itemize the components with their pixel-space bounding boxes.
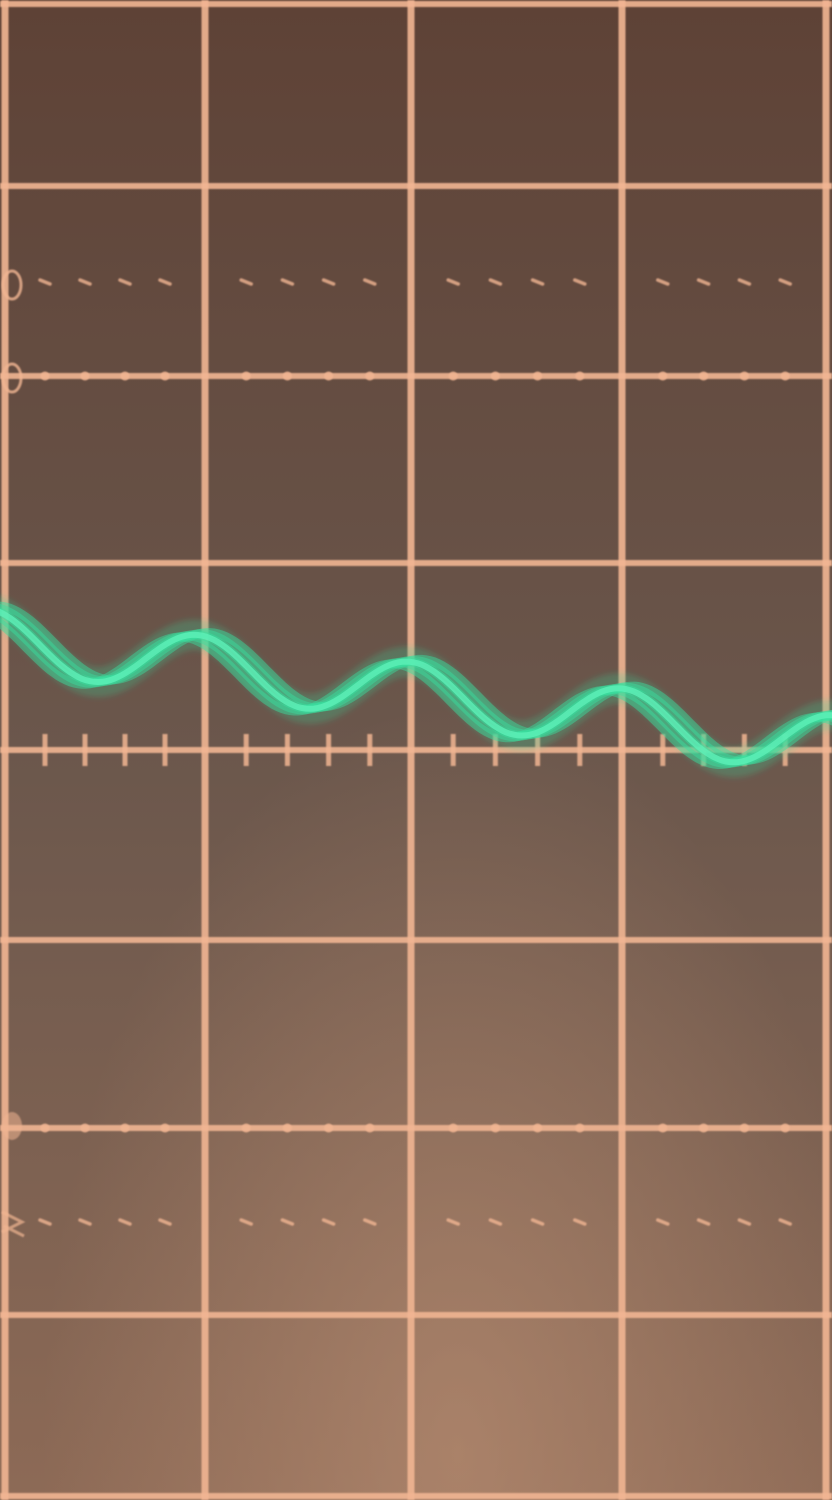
graticule-dot (658, 1123, 668, 1133)
graticule-dash (321, 278, 336, 286)
ref-marker (1, 269, 23, 301)
graticule-dash (239, 278, 253, 286)
graticule-dash (778, 1218, 792, 1226)
graticule-dot (780, 371, 790, 381)
graticule-dash (363, 278, 377, 286)
graticule-dot (365, 371, 375, 381)
graticule-dot (241, 1123, 251, 1133)
graticule-dot (658, 371, 668, 381)
graticule-dot (120, 1123, 130, 1133)
graticule-dot (490, 371, 500, 381)
graticule-dot (324, 1123, 334, 1133)
graticule-dash (530, 1218, 545, 1226)
graticule-dot (282, 1123, 292, 1133)
graticule-dot (80, 1123, 90, 1133)
graticule-dot (282, 371, 292, 381)
graticule-dash (656, 1218, 670, 1226)
graticule-dot (448, 1123, 458, 1133)
graticule-dot (365, 1123, 375, 1133)
graticule-dash (78, 278, 92, 286)
graticule-dot (699, 1123, 709, 1133)
trace-line (0, 608, 832, 766)
graticule-dash (321, 1218, 336, 1226)
graticule-dot (533, 1123, 543, 1133)
graticule-dash (363, 1218, 377, 1226)
graticule-dot (160, 371, 170, 381)
graticule-dot (120, 371, 130, 381)
graticule-dash (158, 278, 172, 286)
graticule-dash (446, 278, 460, 286)
graticule-dash (118, 278, 132, 286)
graticule-dash (656, 278, 670, 286)
graticule-dash (280, 1218, 295, 1226)
trace-persistence-line (0, 601, 832, 765)
graticule-dash (696, 1218, 711, 1226)
graticule-dot (699, 371, 709, 381)
ref-marker (1, 1210, 26, 1238)
graticule-dot (739, 371, 749, 381)
graticule-dash (38, 1218, 52, 1226)
graticule-dot (160, 1123, 170, 1133)
graticule-dot (448, 371, 458, 381)
graticule-dash (696, 278, 711, 286)
graticule-dash (488, 1218, 503, 1226)
trace-persistence-line (0, 617, 832, 769)
graticule-dash (38, 278, 52, 286)
graticule-dot (490, 1123, 500, 1133)
graticule-dash (118, 1218, 132, 1226)
ref-marker (1, 362, 23, 394)
graticule-dash (778, 278, 792, 286)
graticule-dot (324, 371, 334, 381)
graticule-dash (737, 1218, 752, 1226)
graticule-dot (241, 371, 251, 381)
graticule-dash (446, 1218, 460, 1226)
graticule-dot (40, 371, 50, 381)
signal-trace (0, 596, 832, 778)
graticule-dash (280, 278, 295, 286)
graticule-dash (530, 278, 545, 286)
ref-marker (2, 1112, 22, 1140)
graticule-dash (737, 278, 752, 286)
graticule-dash (488, 278, 503, 286)
trace-persistence-line (0, 611, 832, 768)
graticule-dot (739, 1123, 749, 1133)
graticule-dot (575, 371, 585, 381)
graticule-dash (573, 278, 587, 286)
graticule-dot (575, 1123, 585, 1133)
graticule-dash (573, 1218, 587, 1226)
graticule-dash (158, 1218, 172, 1226)
graticule-dot (780, 1123, 790, 1133)
graticule-dot (40, 1123, 50, 1133)
graticule-dash (239, 1218, 253, 1226)
graticule-dash (78, 1218, 92, 1226)
graticule-dot (533, 371, 543, 381)
graticule-markers (1, 269, 792, 1238)
graticule-dot (80, 371, 90, 381)
